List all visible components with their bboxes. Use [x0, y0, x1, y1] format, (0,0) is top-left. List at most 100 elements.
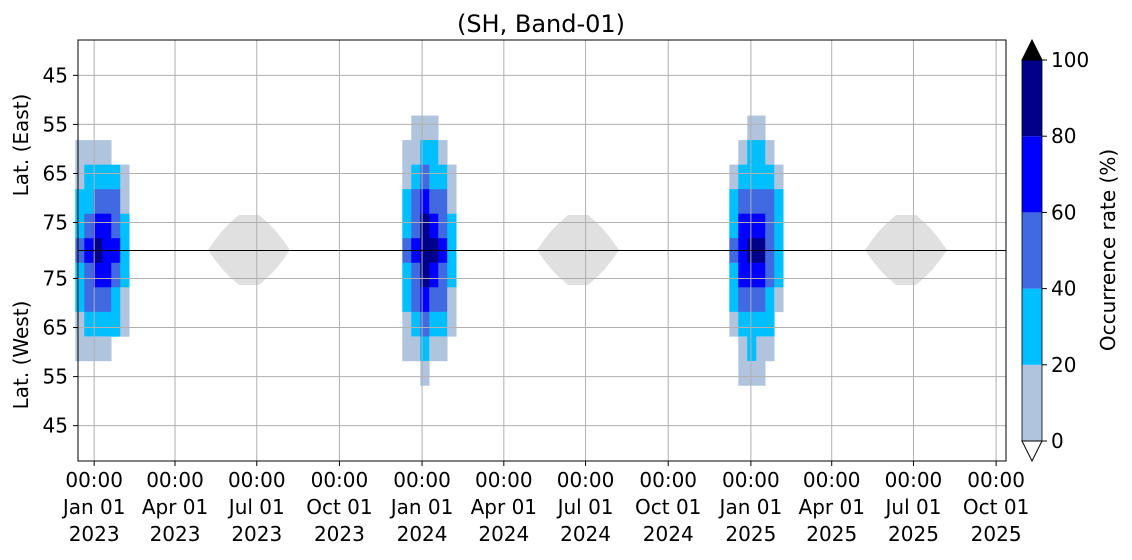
heatmap-cell: [756, 213, 766, 239]
heatmap-cell: [756, 189, 766, 214]
heatmap-cell: [93, 262, 103, 288]
heatmap-cell: [75, 213, 85, 239]
colorbar-segment: [1022, 288, 1042, 365]
heatmap-cell: [447, 287, 457, 313]
heatmap-cell: [765, 213, 775, 239]
heatmap-cell: [747, 311, 757, 337]
heatmap-cell: [84, 164, 94, 190]
heatmap-cell: [402, 287, 412, 313]
heatmap-cell: [729, 311, 739, 337]
heatmap-cell: [420, 164, 430, 190]
heatmap-cell: [84, 189, 94, 214]
heatmap-cell: [756, 287, 766, 313]
heatmap-cell: [429, 115, 439, 141]
heatmap-cell: [738, 311, 748, 337]
heatmap-cell: [765, 164, 775, 190]
heatmap-cell: [120, 164, 130, 190]
heatmap-cell: [420, 213, 430, 239]
heatmap-cell: [120, 213, 130, 239]
heatmap-cell: [747, 336, 757, 362]
heatmap-cell: [120, 262, 130, 288]
plot-frame: [77, 39, 1007, 462]
x-tick-label: 00:00 Apr 01 2025: [799, 468, 865, 546]
colorbar-tick-label: 60: [1051, 200, 1076, 224]
heatmap-cell: [93, 336, 103, 362]
heatmap-cell: [438, 164, 448, 190]
heatmap-cell: [774, 287, 784, 313]
heatmap-cell: [420, 140, 430, 165]
heatmap-cell: [756, 311, 766, 337]
heatmap-cell: [411, 262, 421, 288]
heatmap-cell: [402, 336, 412, 362]
heatmap-cell: [774, 164, 784, 190]
heatmap-cell: [402, 262, 412, 288]
heatmap-cell: [411, 311, 421, 337]
heatmap-cell: [756, 140, 766, 165]
heatmap-cell: [438, 287, 448, 313]
heatmap-cell: [429, 164, 439, 190]
heatmap-cell: [420, 115, 430, 141]
heatmap-cell: [75, 140, 85, 165]
y-tick-label: 45: [43, 63, 68, 87]
heatmap-cell: [402, 213, 412, 239]
heatmap-cell: [756, 115, 766, 141]
colorbar-segment: [1022, 212, 1042, 289]
heatmap-cell: [765, 140, 775, 165]
heatmap-cell: [765, 287, 775, 313]
y-tick-label: 45: [43, 414, 68, 438]
colorbar-segment: [1022, 136, 1042, 213]
heatmap-cell: [102, 336, 112, 362]
heatmap-cell: [774, 262, 784, 288]
heatmap-cell: [438, 140, 448, 165]
y-tick-label: 55: [43, 365, 68, 389]
heatmap-cell: [438, 336, 448, 362]
heatmap-cell: [447, 262, 457, 288]
heatmap-cell: [111, 189, 121, 214]
heatmap-cell: [765, 262, 775, 288]
y-tick-label: 75: [43, 211, 68, 235]
heatmap-cell: [411, 336, 421, 362]
heatmap-cell: [420, 287, 430, 313]
heatmap-cell: [93, 164, 103, 190]
x-tick-label: 00:00 Jan 01 2023: [61, 468, 126, 546]
heatmap-cell: [402, 311, 412, 337]
x-tick-label: 00:00 Jul 01 2024: [556, 468, 615, 546]
colorbar-segment: [1022, 60, 1042, 137]
heatmap-cell: [765, 336, 775, 362]
heatmap-cell: [111, 311, 121, 337]
heatmap-cell: [111, 262, 121, 288]
heatmap-cell: [738, 140, 748, 165]
heatmap-cell: [429, 262, 439, 288]
heatmap-cell: [402, 164, 412, 190]
heatmap-cell: [447, 189, 457, 214]
heatmap-cell: [747, 360, 757, 386]
heatmap-cell: [738, 189, 748, 214]
heatmap-cell: [774, 189, 784, 214]
heatmap-cell: [438, 262, 448, 288]
x-tick-label: 00:00 Apr 01 2023: [142, 468, 208, 546]
heatmap-cell: [429, 189, 439, 214]
chart-title: (SH, Band-01): [457, 10, 625, 38]
heatmap-cell: [411, 213, 421, 239]
heatmap-cell: [447, 213, 457, 239]
heatmap-cell: [102, 189, 112, 214]
x-tick-label: 00:00 Jan 01 2024: [389, 468, 454, 546]
y-tick-label: 75: [43, 266, 68, 290]
heatmap-cell: [120, 311, 130, 337]
colorbar-segment: [1022, 364, 1042, 441]
heatmap-cell: [75, 189, 85, 214]
x-tick-label: 00:00 Jul 01 2023: [227, 468, 286, 546]
x-tick-label: 00:00 Oct 01 2025: [963, 468, 1029, 546]
heatmap-cell: [420, 336, 430, 362]
heatmap-cell: [102, 311, 112, 337]
heatmap-cell: [411, 287, 421, 313]
heatmap-cell: [756, 336, 766, 362]
heatmap-cell: [738, 287, 748, 313]
colorbar-tick-label: 80: [1051, 124, 1076, 148]
heatmap-cell: [447, 164, 457, 190]
heatmap-cell: [774, 213, 784, 239]
heatmap-cell: [402, 140, 412, 165]
heatmap-cell: [75, 336, 85, 362]
heatmap-cell: [747, 189, 757, 214]
